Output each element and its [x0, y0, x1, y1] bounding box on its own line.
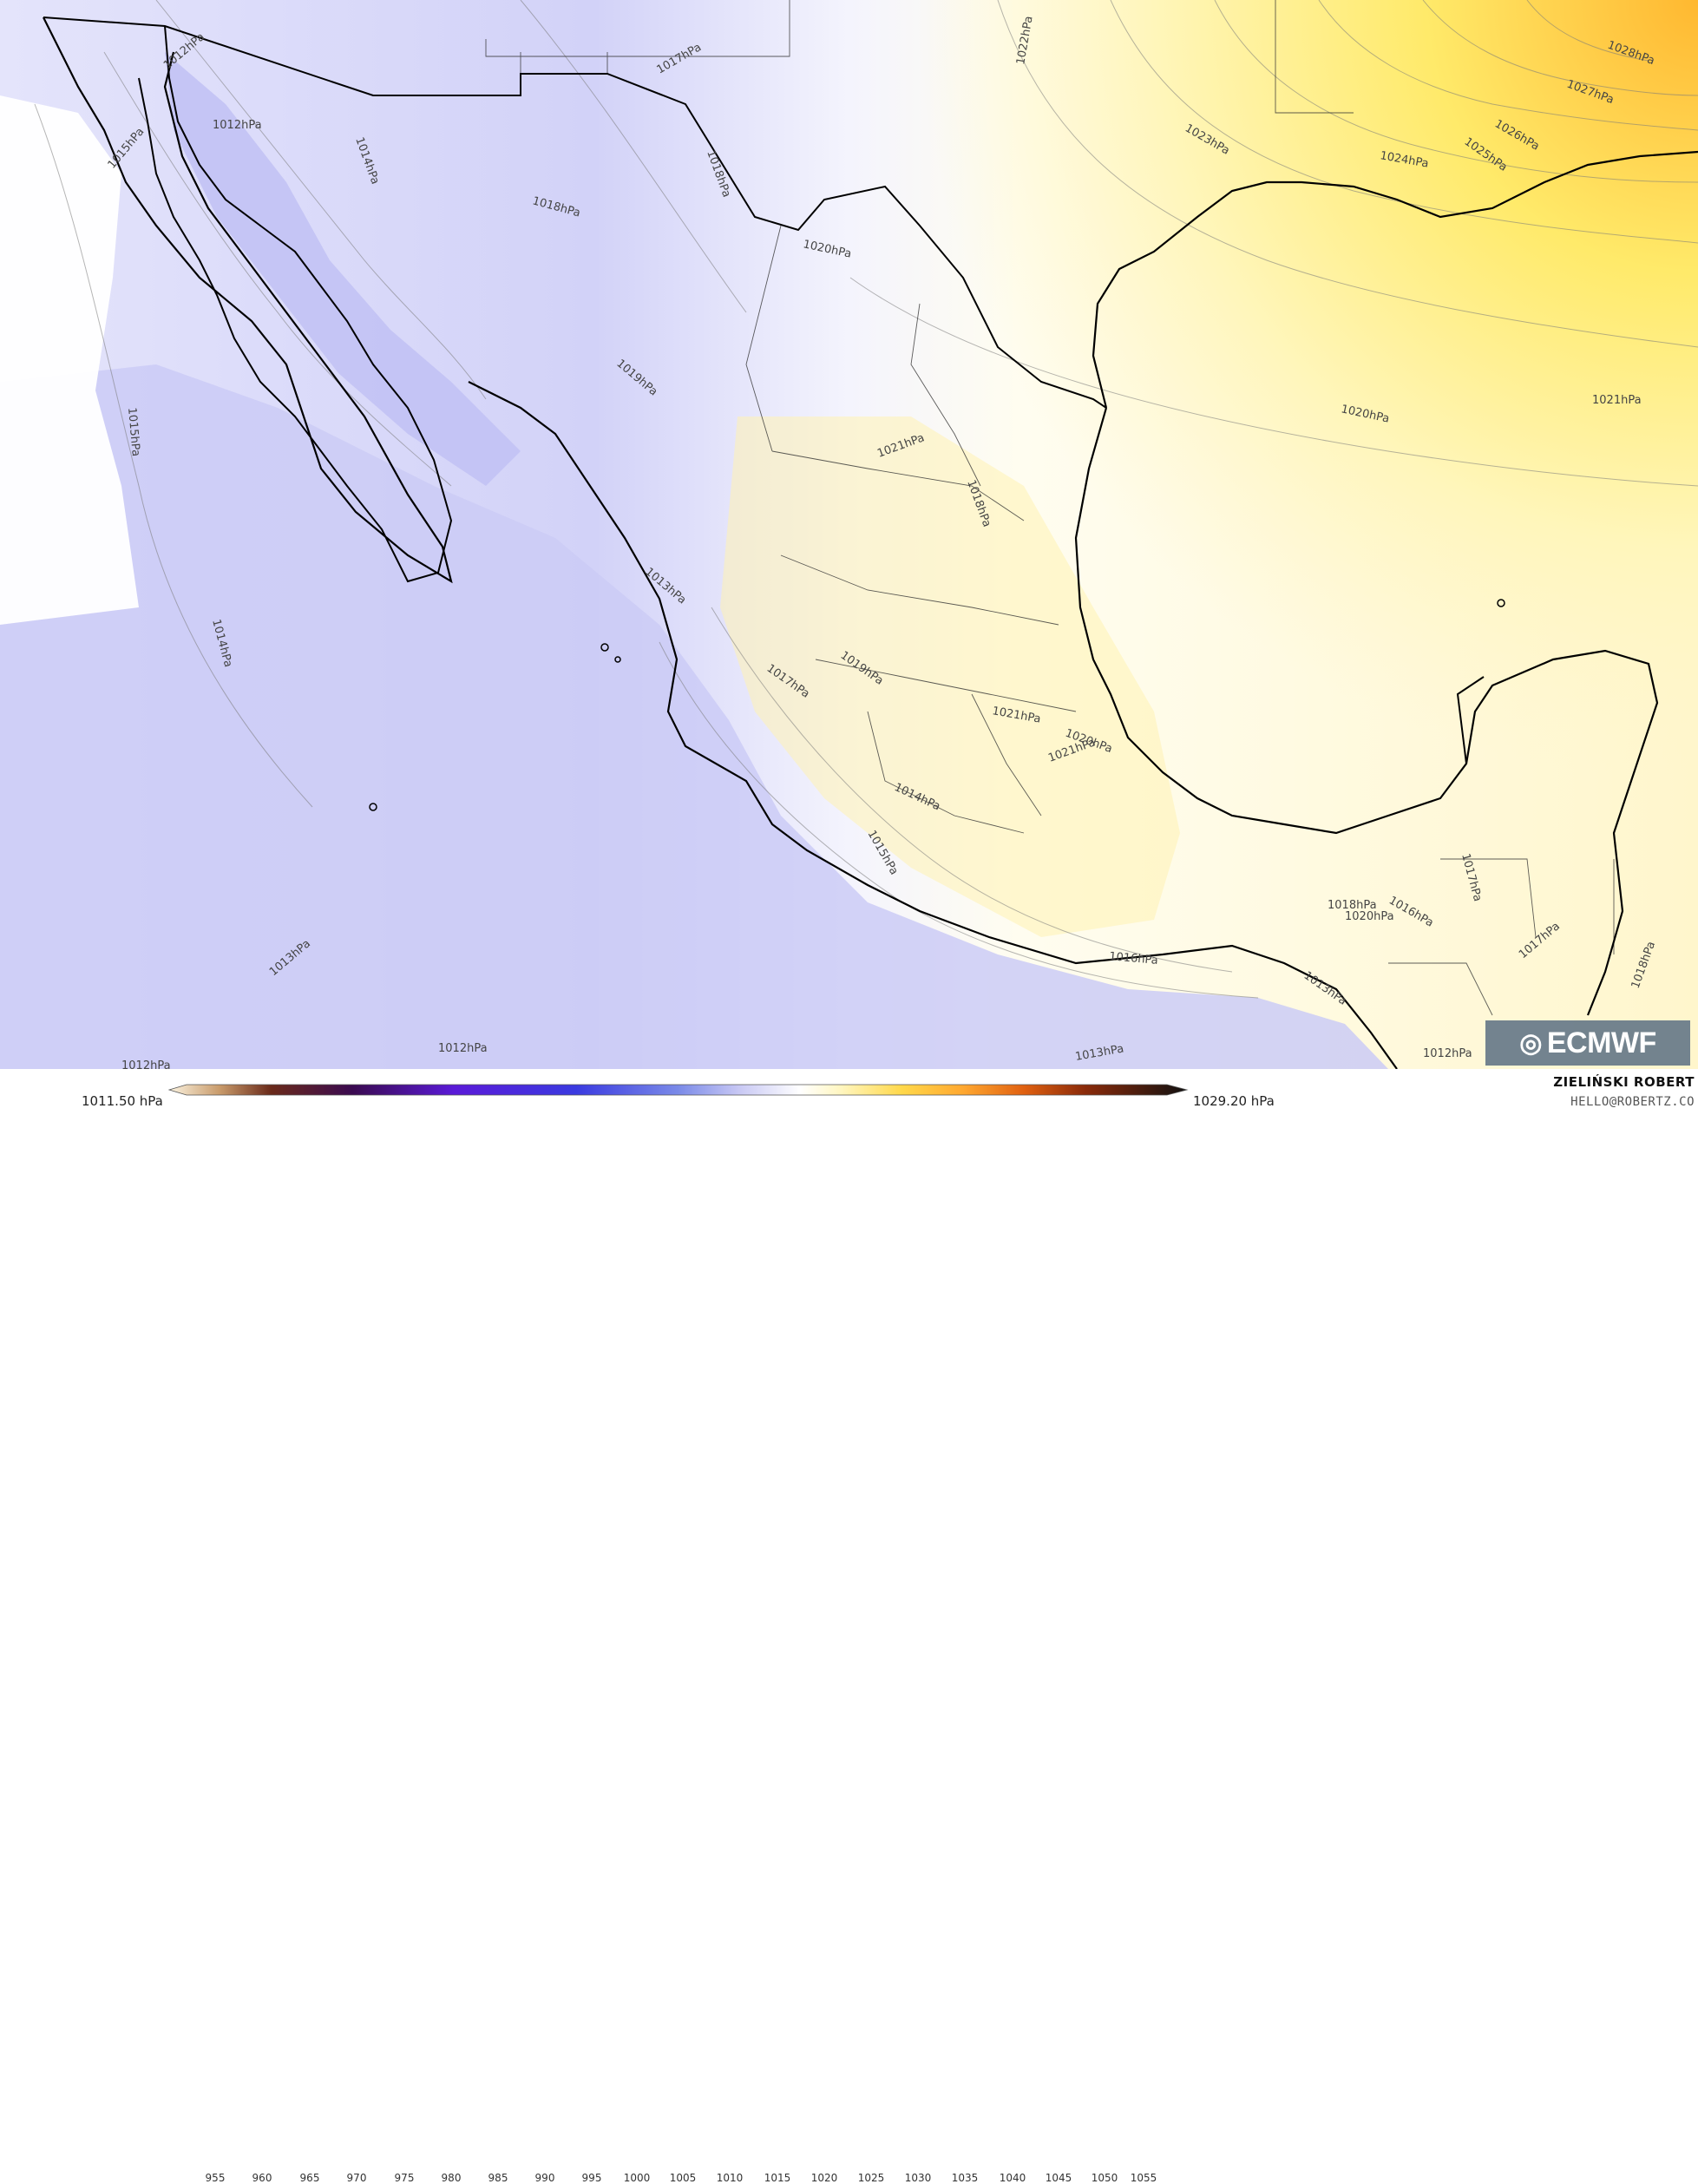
author-name: ZIELIŃSKI ROBERT — [1553, 1074, 1695, 1090]
yucatan-coast — [1456, 676, 1485, 764]
scale-tick: 970 — [346, 2172, 367, 2184]
west-white-area — [0, 95, 139, 625]
scale-tick: 995 — [581, 2172, 602, 2184]
isobar-label: 1018hPa — [1328, 899, 1377, 912]
pressure-map: 1012hPa 1012hPa 1015hPa 1014hPa 1015hPa … — [0, 0, 1698, 1069]
isobar-label: 1020hPa — [1345, 910, 1394, 923]
color-scale — [167, 1084, 1189, 1096]
isobar-label: 1012hPa — [213, 119, 262, 132]
state-borders — [373, 0, 1615, 1016]
island — [614, 656, 621, 663]
scale-tick: 1040 — [999, 2172, 1026, 2184]
ecmwf-logo: ◎ ECMWF — [1485, 1020, 1690, 1066]
scale-tick: 1030 — [904, 2172, 932, 2184]
legend-bar: 955 960 965 970 975 980 985 990 995 1000… — [0, 1069, 1698, 2184]
isobar-label: 1012hPa — [1423, 1047, 1472, 1060]
legend-min-label: 1011.50 hPa — [82, 1093, 163, 1109]
ecmwf-swirl-icon: ◎ — [1519, 1028, 1542, 1058]
isobar-label: 1012hPa — [438, 1042, 488, 1055]
scale-tick: 1000 — [623, 2172, 651, 2184]
isobar-label: 1012hPa — [121, 1059, 171, 1069]
scale-bar — [167, 1084, 1189, 1096]
scale-tick: 1020 — [810, 2172, 838, 2184]
scale-tick: 985 — [488, 2172, 508, 2184]
scale-tick: 1015 — [764, 2172, 791, 2184]
us-mexico-border — [43, 16, 1107, 409]
gulf-coastline — [1074, 407, 1659, 1016]
baja-peninsula — [138, 25, 453, 583]
gulf-california-low — [165, 52, 521, 486]
map-canvas: 1012hPa 1012hPa 1015hPa 1014hPa 1015hPa … — [0, 0, 1698, 1069]
scale-tick: 955 — [205, 2172, 226, 2184]
scale-tick: 1010 — [716, 2172, 744, 2184]
scale-tick: 960 — [252, 2172, 272, 2184]
scale-tick: 1035 — [951, 2172, 979, 2184]
central-highland — [720, 416, 1180, 937]
isobar-label: 1016hPa — [1109, 950, 1159, 967]
scale-tick: 1025 — [857, 2172, 885, 2184]
isobar-label: 1015hPa — [125, 407, 142, 457]
isobar-label: 1021hPa — [1592, 394, 1642, 407]
legend-max-label: 1029.20 hPa — [1193, 1093, 1275, 1109]
logo-text: ECMWF — [1546, 1026, 1656, 1059]
island — [369, 803, 377, 811]
scale-tick: 1005 — [669, 2172, 697, 2184]
scale-tick: 1045 — [1045, 2172, 1072, 2184]
us-gulf-coastline — [1092, 150, 1698, 409]
scale-tick: 990 — [534, 2172, 555, 2184]
mainland-pacific-coast — [468, 381, 1398, 1069]
pacific-coastline — [43, 16, 453, 584]
scale-tick: 1050 — [1091, 2172, 1118, 2184]
island — [600, 643, 609, 652]
scale-tick: 975 — [394, 2172, 415, 2184]
author-email: HELLO@ROBERTZ.CO — [1570, 1095, 1695, 1109]
scale-tick: 1055 — [1130, 2172, 1157, 2184]
scale-tick: 980 — [441, 2172, 462, 2184]
pacific-low-zone — [0, 364, 1388, 1069]
scale-tick: 965 — [299, 2172, 320, 2184]
island — [1497, 599, 1505, 607]
